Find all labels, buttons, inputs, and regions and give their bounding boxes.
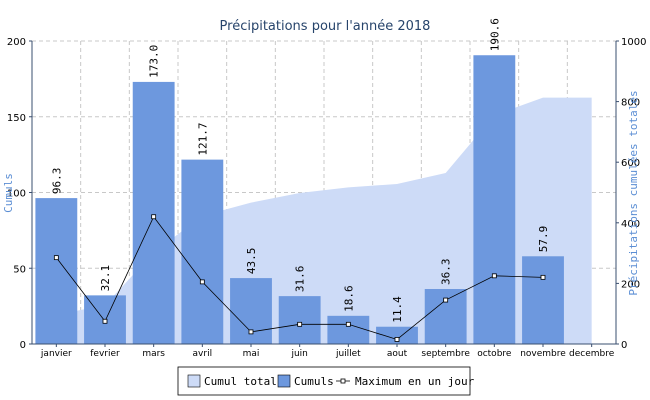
x-tick-label: septembre [421, 349, 470, 359]
bar-avril [181, 159, 224, 344]
bar-value-label: 18.6 [342, 285, 355, 312]
bar-novembre [522, 256, 564, 344]
bar-value-label: 173.0 [148, 45, 161, 78]
x-tick-label: mars [142, 349, 165, 359]
bar-value-label: 11.4 [391, 296, 404, 323]
bar-value-label: 43.5 [245, 248, 258, 275]
legend-swatch-cumuls [277, 374, 291, 388]
max-point [443, 297, 449, 303]
y2-tick-label: 600 [621, 158, 640, 169]
bar-value-label: 31.6 [294, 266, 307, 293]
bar-octobre [473, 55, 516, 345]
y2-axis-label: Précipitations cumulées totales [627, 90, 640, 295]
max-point [491, 273, 497, 279]
bar-mars [132, 81, 175, 344]
y-tick-label: 200 [7, 37, 26, 48]
max-point [199, 279, 205, 285]
bar-value-label: 36.3 [440, 259, 453, 286]
max-point [394, 337, 400, 342]
legend-label: Cumul total [204, 375, 277, 388]
x-tick-label: janvier [40, 349, 72, 359]
max-point [345, 321, 351, 327]
bar-juillet [327, 315, 370, 344]
legend-label: Maximum en un jour [355, 375, 475, 388]
max-point [151, 214, 157, 220]
y-tick-label: 50 [13, 264, 26, 275]
bar-juin [278, 296, 321, 344]
x-tick-label: juin [290, 349, 307, 359]
x-tick-label: avril [193, 349, 213, 359]
legend-label: Cumuls [294, 375, 334, 388]
max-point [540, 274, 546, 280]
y2-tick-label: 1000 [621, 37, 646, 48]
axes: 0 50 100 150 200 0 200 400 600 800 1000 janvier fevr… [7, 37, 647, 359]
legend: Cumul total Cumuls Maximum en un jour [177, 366, 475, 396]
x-tick-label: octobre [477, 349, 512, 359]
chart-title: Précipitations pour l'année 2018 [220, 19, 431, 34]
data-labels: 96.3 32.1 173.0 121.7 43.5 31.6 18.6 11.4 36.3 19… [50, 18, 550, 323]
y2-tick-label: 200 [621, 279, 640, 290]
bars-layer [35, 55, 564, 345]
bar-value-label: 57.9 [537, 226, 550, 253]
max-line-layer [53, 214, 546, 342]
y2-tick-label: 400 [621, 219, 640, 230]
y2-tick-label: 800 [621, 98, 640, 109]
legend-swatch-max-marker [340, 378, 346, 384]
x-tick-label: juillet [335, 349, 361, 359]
x-tick-label: novembre [520, 349, 566, 359]
bar-value-label: 190.6 [488, 18, 501, 51]
y-tick-label: 100 [7, 189, 26, 200]
bar-septembre [424, 289, 467, 344]
x-tick-label: fevrier [90, 349, 120, 359]
y-tick-label: 150 [7, 113, 26, 124]
x-tick-label: mai [243, 349, 260, 359]
max-point [297, 321, 303, 327]
max-point [248, 329, 254, 335]
legend-box [177, 366, 471, 396]
bar-value-label: 121.7 [196, 122, 209, 155]
max-point [53, 255, 59, 261]
y2-tick-label: 0 [621, 340, 627, 351]
x-tick-label: decembre [569, 349, 615, 359]
y-tick-label: 0 [20, 340, 26, 351]
y-axis-label: Cumuls [2, 173, 15, 213]
bar-value-label: 96.3 [50, 168, 63, 195]
bar-value-label: 32.1 [99, 265, 112, 292]
bar-janvier [35, 198, 78, 344]
max-point [102, 318, 108, 324]
legend-swatch-cumul-total [187, 374, 201, 388]
x-tick-label: aout [387, 349, 408, 359]
